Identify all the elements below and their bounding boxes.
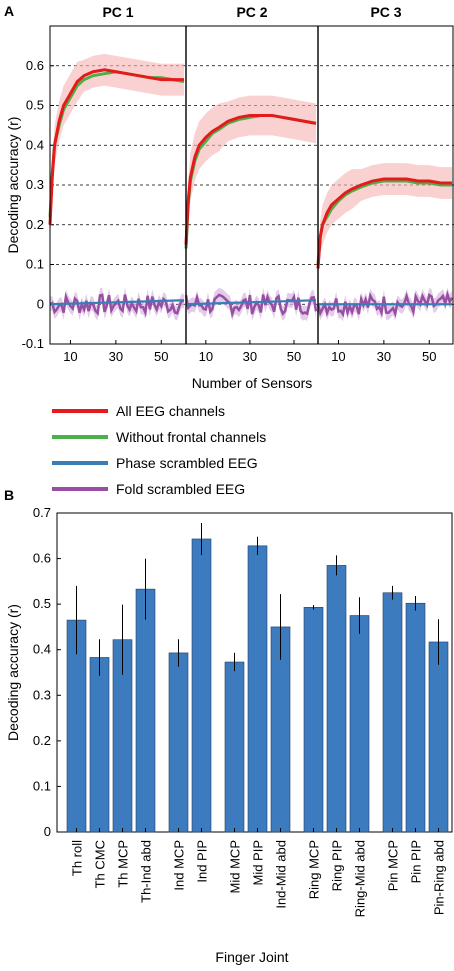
y-tick-label: 0 — [44, 824, 51, 839]
bar — [303, 607, 324, 833]
y-tick-label: 0.3 — [33, 687, 51, 702]
panel-a-label: A — [4, 3, 14, 19]
bar — [168, 652, 189, 833]
bar — [428, 641, 449, 833]
x-tick-label: Ind MCP — [172, 840, 187, 891]
panel-b-y-axis-label: Decoding accuracy (r) — [5, 604, 21, 741]
x-tick-label: 50 — [154, 349, 168, 364]
y-tick-label: 0.7 — [33, 505, 51, 520]
legend-label: Phase scrambled EEG — [116, 455, 258, 471]
x-tick-label: Ind PIP — [195, 840, 210, 883]
bar — [405, 602, 426, 833]
panel-titles: PC 1 PC 2 PC 3 — [102, 4, 401, 20]
bar — [349, 615, 370, 833]
all-channels-line — [316, 177, 452, 269]
panel-title-3: PC 3 — [370, 4, 401, 20]
phase-scrambled-line — [185, 299, 317, 306]
bar — [382, 592, 403, 833]
x-tick-label: Ind-Mid abd — [274, 840, 289, 909]
x-tick-label: Ring-Mid abd — [353, 840, 368, 917]
bar — [135, 588, 156, 833]
x-tick-label: 30 — [109, 349, 123, 364]
x-tick-label: Th roll — [70, 840, 85, 876]
y-tick-label: 0.4 — [26, 137, 44, 152]
y-tick-label: 0.5 — [26, 98, 44, 113]
plot-frame — [49, 25, 454, 345]
y-tick-label: 0.5 — [33, 596, 51, 611]
y-tick-label: 0.6 — [33, 551, 51, 566]
x-tick-label: 30 — [377, 349, 391, 364]
all-channels-line — [184, 113, 317, 245]
x-tick-label: 50 — [422, 349, 436, 364]
panel-b-plot: 0 0.1 0.2 0.3 0.4 0.5 0.6 0.7 Th roll Th CMC Th MC… — [33, 505, 453, 917]
bar — [224, 661, 245, 833]
y-tick-label: 0.3 — [26, 177, 44, 192]
legend-label: All EEG channels — [116, 403, 225, 419]
legend-label: Without frontal channels — [116, 429, 266, 445]
y-tick-label: 0.1 — [26, 257, 44, 272]
x-tick-label: Mid MCP — [228, 840, 243, 893]
x-tick-label: Pin MCP — [386, 840, 401, 891]
x-tick-label: Ring MCP — [307, 840, 322, 899]
bar — [191, 538, 212, 833]
y-tick-label: 0 — [37, 296, 44, 311]
panel-a-plot: -0.1 0 0.1 0.2 0.3 0.4 0.5 0.6 10 30 50 10 30 50 10 30 5… — [22, 25, 454, 364]
x-tick-label: 10 — [63, 349, 77, 364]
x-tick-label: Th CMC — [93, 840, 108, 888]
x-tick-label: Ring PIP — [330, 840, 345, 891]
all-channels-line — [48, 68, 184, 225]
y-tick-label: -0.1 — [22, 336, 44, 351]
x-tick-label: Th-Ind abd — [139, 840, 154, 903]
panel-a-legend: All EEG channels Without frontal channels… — [52, 403, 266, 497]
confidence-band — [50, 53, 184, 241]
panel-title-2: PC 2 — [236, 4, 267, 20]
fold-scrambled-line — [184, 292, 318, 319]
panel-b-x-axis-label: Finger Joint — [215, 949, 288, 965]
x-tick-label: 10 — [331, 349, 345, 364]
x-tick-label: 50 — [287, 349, 301, 364]
phase-scrambled-line — [49, 299, 185, 306]
x-tick-label: Pin PIP — [409, 840, 424, 883]
x-tick-label: Th MCP — [116, 840, 131, 888]
bar — [89, 657, 110, 833]
x-tick-label: 10 — [199, 349, 213, 364]
y-tick-label: 0.1 — [33, 778, 51, 793]
y-tick-label: 0.4 — [33, 642, 51, 657]
y-tick-label: 0.6 — [26, 58, 44, 73]
bar — [326, 565, 347, 833]
bar — [247, 545, 268, 833]
y-tick-label: 0.2 — [33, 733, 51, 748]
x-tick-label: 30 — [243, 349, 257, 364]
panel-b-label: B — [4, 487, 14, 503]
fold-scrambled-band — [50, 287, 184, 321]
legend-label: Fold scrambled EEG — [116, 481, 245, 497]
confidence-band — [186, 95, 316, 261]
panel-a-y-axis-label: Decoding accuracy (r) — [5, 117, 21, 254]
panel-title-1: PC 1 — [102, 4, 133, 20]
panel-a-x-axis-label: Number of Sensors — [192, 375, 313, 391]
x-tick-label: Mid PIP — [251, 840, 266, 886]
x-tick-label: Pin-Ring abd — [432, 840, 447, 915]
y-tick-label: 0.2 — [26, 217, 44, 232]
